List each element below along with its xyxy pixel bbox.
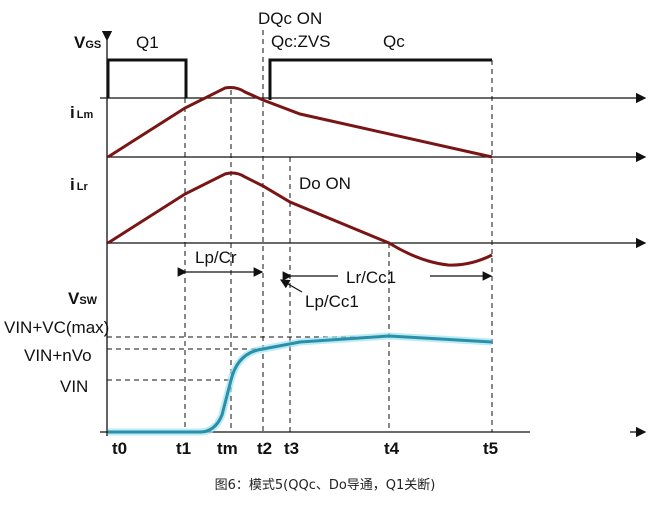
vin-label: VIN	[60, 377, 88, 396]
level-markers	[107, 336, 389, 381]
t5-label: t5	[483, 439, 498, 458]
ilr-waveform	[107, 171, 493, 267]
lp-cc1-label: Lp/Cc1	[305, 292, 359, 311]
t2-label: t2	[257, 439, 272, 458]
ilr-label: i Lr	[70, 175, 88, 194]
lr-cc1-label: Lr/Cc1	[346, 268, 396, 287]
vsw-waveform	[108, 334, 493, 434]
lp-cc1-pointer	[279, 279, 303, 293]
qc-label: Qc	[383, 32, 405, 51]
do-on-label: Do ON	[299, 174, 351, 193]
tm-label: tm	[217, 439, 238, 458]
vin-nvo-label: VIN+nVo	[24, 346, 92, 365]
vsw-label: VSW	[68, 289, 98, 308]
t4-label: t4	[384, 439, 400, 458]
dqc-on-label: DQc ON	[258, 9, 322, 28]
qc-zvs-label: Qc:ZVS	[271, 32, 331, 51]
t0-label: t0	[112, 439, 127, 458]
t1-label: t1	[176, 439, 191, 458]
vin-vc-max-label: VIN+VC(max)	[4, 318, 109, 337]
time-labels: t0 t1 tm t2 t3 t4 t5	[112, 439, 498, 458]
t3-label: t3	[284, 439, 299, 458]
qc-gate-pulse	[268, 58, 492, 100]
figure-caption: 图6：模式5(QQc、Do导通，Q1关断)	[215, 478, 436, 493]
lp-cr-label: Lp/Cr	[195, 248, 237, 267]
q1-label: Q1	[136, 33, 159, 52]
ilm-waveform	[107, 86, 493, 159]
q1-gate-pulse	[106, 58, 188, 98]
vgs-label: VGS	[74, 33, 101, 52]
ilm-label: i Lm	[70, 103, 93, 122]
